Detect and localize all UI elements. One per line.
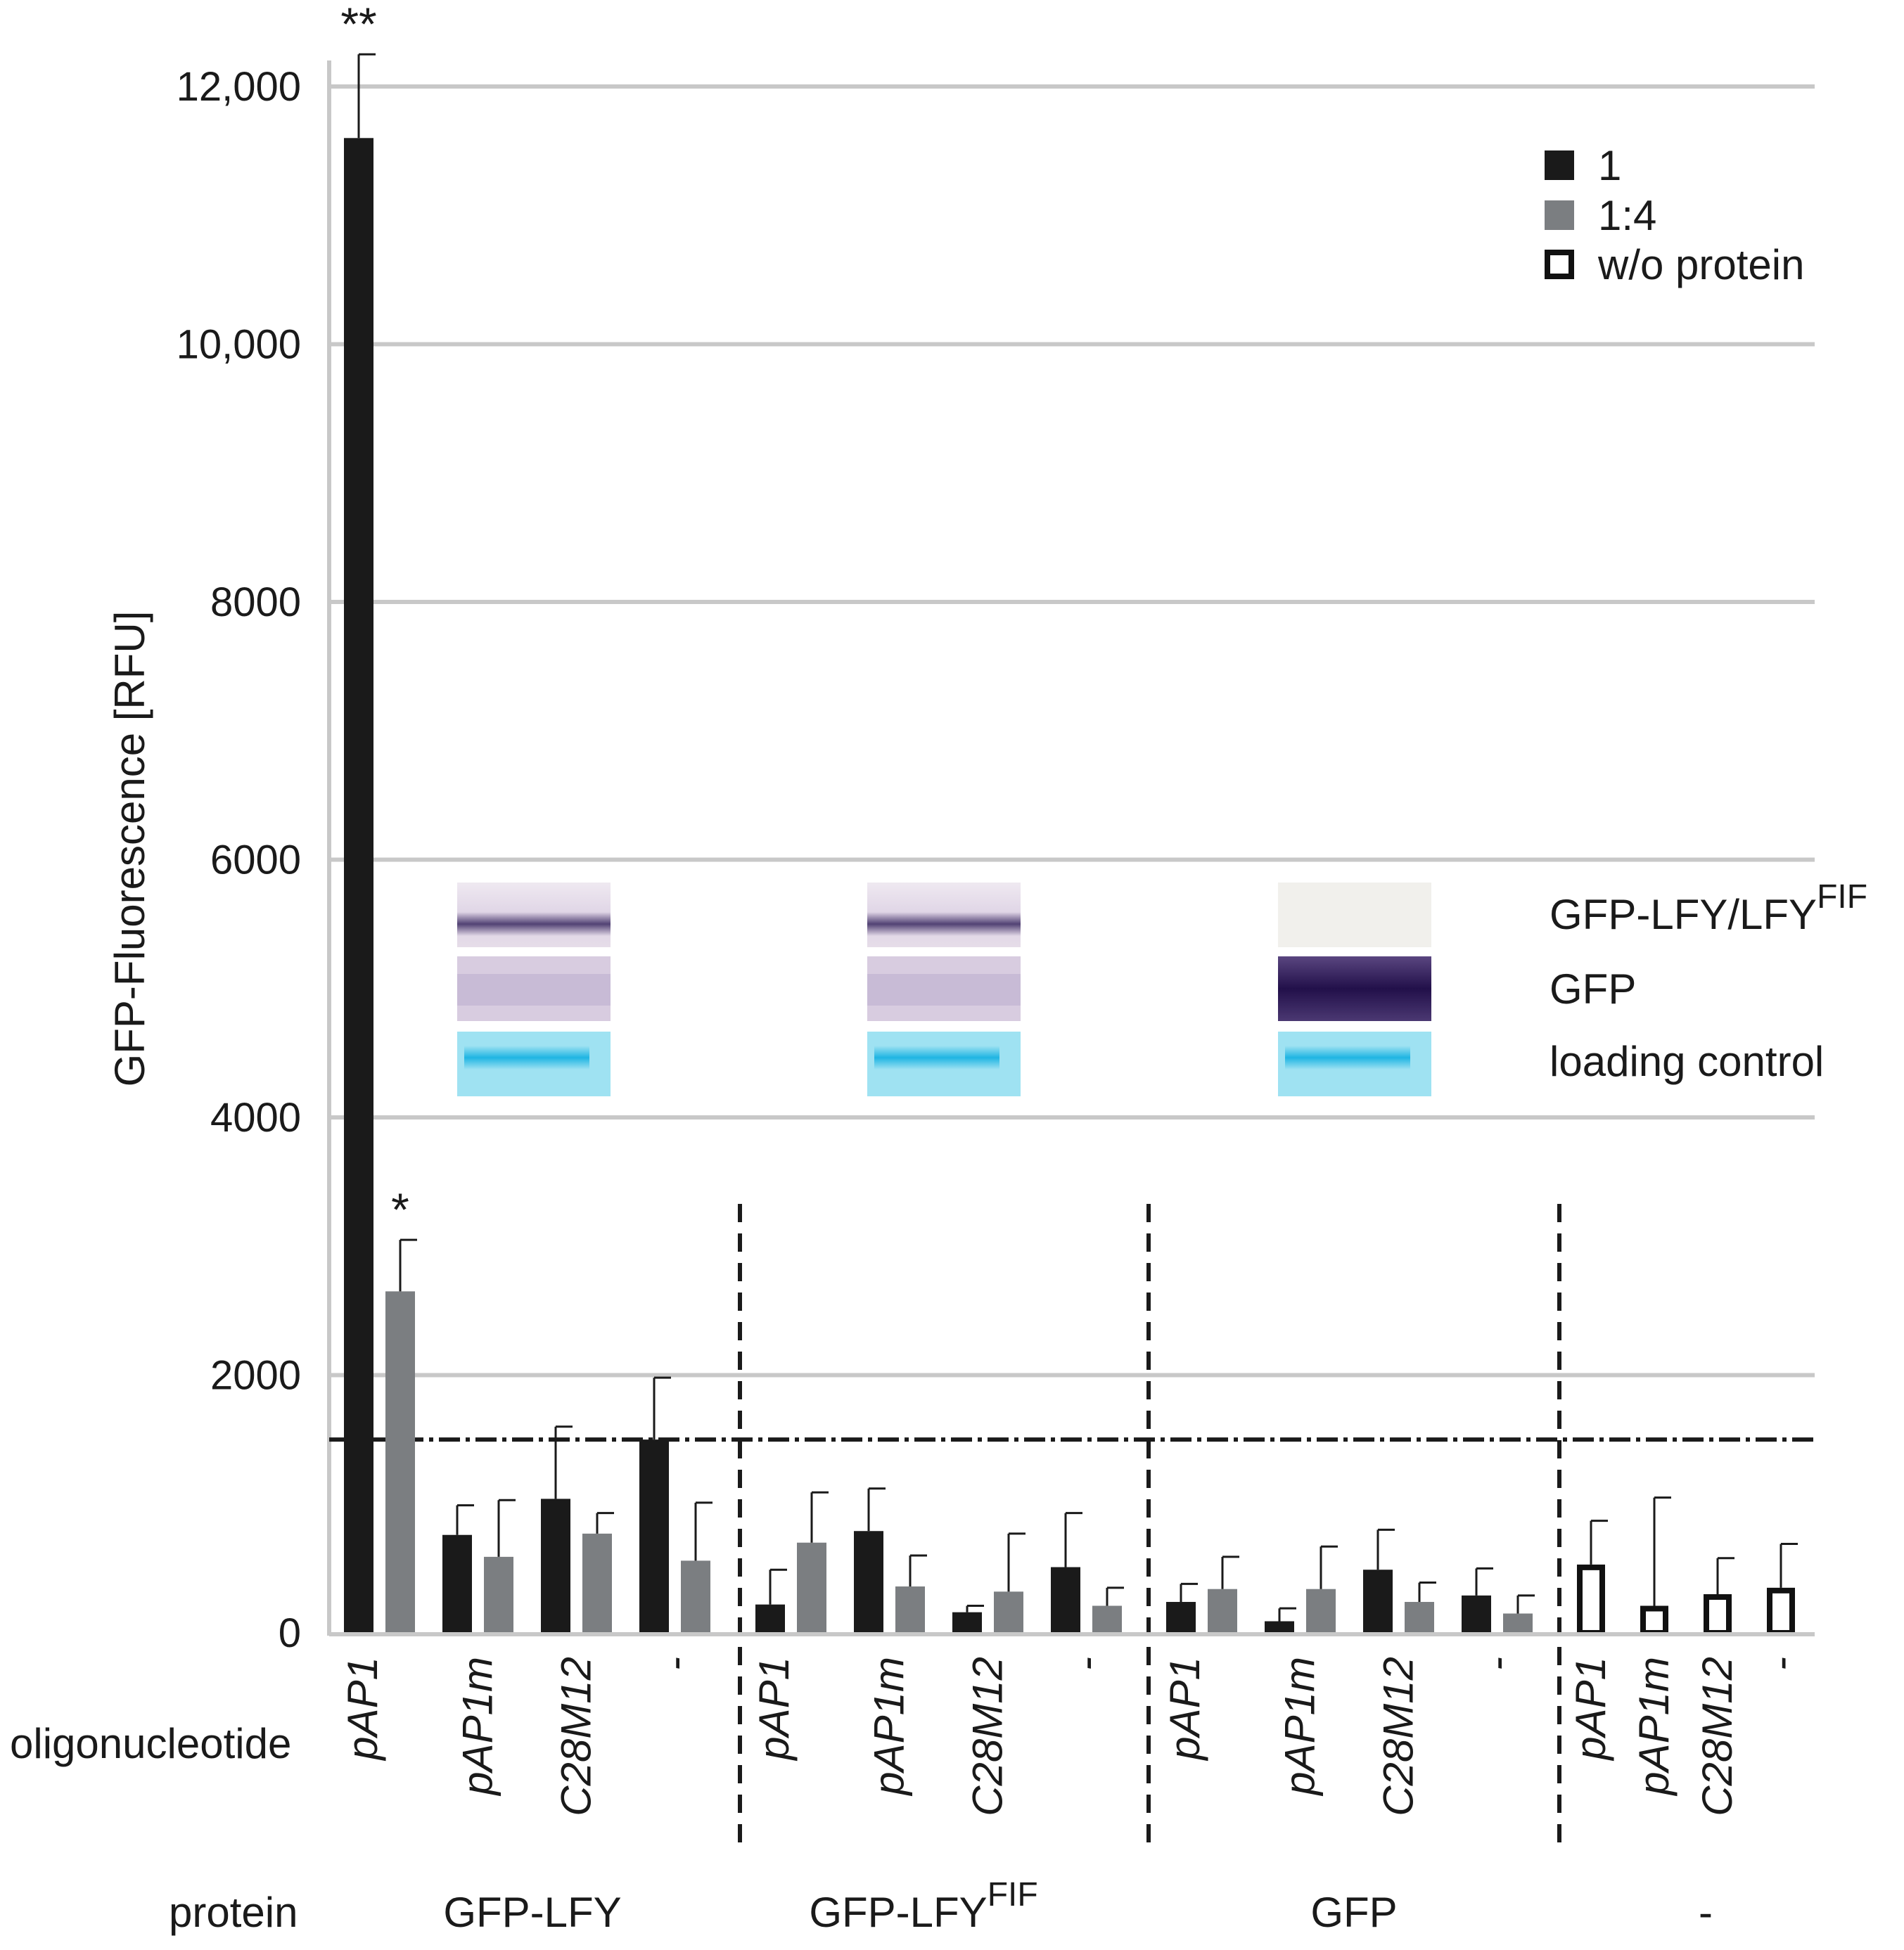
bar-dilution-1	[442, 1534, 472, 1633]
blot-row-label: GFP-LFY/LFYFIF	[1550, 878, 1867, 938]
oligonucleotide-row-label: oligonucleotide	[10, 1720, 291, 1767]
blot-band-faint	[457, 974, 611, 1006]
bar-dilution-1	[1051, 1567, 1080, 1633]
bar-without-protein	[1704, 1594, 1732, 1636]
protein-group-name: GFP-LFY	[443, 1889, 621, 1936]
bar-dilution-1-4	[797, 1542, 826, 1633]
bar-dilution-1-4	[994, 1591, 1023, 1633]
bar-dilution-1	[344, 138, 373, 1633]
legend-label: 1:4	[1598, 192, 1656, 239]
protein-group-label: GFP-LFY	[443, 1889, 621, 1936]
blot-row-label-text: GFP	[1550, 966, 1636, 1013]
y-tick-label: 12,000	[177, 64, 301, 110]
x-category-label: C28M12	[964, 1657, 1011, 1816]
bar-without-protein	[1640, 1605, 1668, 1636]
x-category-label: pAP1m	[1277, 1657, 1324, 1797]
y-tick-label: 0	[279, 1610, 301, 1656]
legend-label: 1	[1598, 142, 1621, 189]
loading-control-band	[464, 1046, 589, 1070]
y-tick-label: 2000	[210, 1353, 301, 1399]
bar-dilution-1	[854, 1531, 883, 1633]
blot-band	[867, 912, 1021, 936]
blot-band	[457, 912, 611, 936]
bar-without-protein	[1767, 1587, 1795, 1636]
blot-band-faint	[867, 974, 1021, 1006]
bar-dilution-1-4	[582, 1533, 612, 1633]
protein-group-label: GFP	[1310, 1889, 1397, 1936]
protein-group-name: -	[1699, 1889, 1713, 1936]
protein-group-name: GFP-LFY	[809, 1889, 987, 1936]
group-dividers	[738, 1204, 1561, 1842]
x-category-label: C28M12	[1375, 1657, 1422, 1816]
y-tick-label: 8000	[210, 579, 301, 625]
bar-dilution-1	[952, 1612, 982, 1633]
x-category-label: pAP1	[1161, 1657, 1208, 1762]
blot-row-label-text: GFP-LFY/LFY	[1550, 891, 1817, 938]
bar-dilution-1	[639, 1439, 669, 1633]
legend-swatch-open	[1545, 250, 1574, 279]
bar-dilution-1	[1265, 1621, 1294, 1633]
bar-dilution-1-4	[385, 1291, 415, 1633]
bar-dilution-1	[1462, 1595, 1491, 1633]
blot-row-label: GFP	[1550, 966, 1636, 1013]
x-category-label: -	[1474, 1657, 1521, 1671]
gridlines	[329, 84, 1815, 1378]
bar-dilution-1-4	[1405, 1602, 1434, 1633]
bar-dilution-1-4	[1503, 1613, 1533, 1633]
blot-row-label-text: loading control	[1550, 1038, 1824, 1085]
loading-control-band	[1285, 1046, 1410, 1070]
bar-dilution-1	[541, 1499, 570, 1633]
bar-dilution-1-4	[895, 1586, 925, 1633]
bar-dilution-1	[1166, 1602, 1196, 1633]
bar-dilution-1-4	[1092, 1605, 1122, 1633]
x-category-label: C28M12	[1694, 1657, 1741, 1816]
bar-dilution-1	[1363, 1570, 1393, 1633]
legend-label: w/o protein	[1597, 241, 1805, 288]
x-category-label: C28M12	[553, 1657, 600, 1816]
x-category-label: pAP1	[1567, 1657, 1614, 1762]
bar-dilution-1-4	[1306, 1589, 1336, 1633]
y-tick-label: 4000	[210, 1095, 301, 1141]
bar-without-protein	[1577, 1564, 1605, 1636]
protein-group-name: GFP	[1310, 1889, 1397, 1936]
significance-mark: **	[340, 0, 376, 50]
x-category-label: -	[1757, 1657, 1804, 1671]
x-category-labels: pAP1 pAP1m C28M12 - pAP1 pAP1m C28M12 - pAP1 pAP1…	[339, 1657, 1804, 1816]
y-axis-title: GFP-Fluorescence [RFU]	[106, 611, 153, 1087]
legend: 11:4w/o protein	[1545, 142, 1805, 288]
blot-band-strong	[1278, 956, 1431, 1021]
y-tick-label: 6000	[210, 838, 301, 883]
bar-dilution-1-4	[484, 1556, 513, 1633]
bars: ***	[340, 0, 1798, 1636]
bar-dilution-1-4	[681, 1560, 710, 1633]
x-category-label: -	[651, 1657, 698, 1671]
significance-mark: *	[391, 1184, 409, 1236]
blot-panel-blank	[1278, 883, 1431, 947]
x-category-label: pAP1m	[454, 1657, 501, 1797]
protein-group-labels: GFP-LFY GFP-LFYFIF GFP -	[443, 1876, 1713, 1936]
protein-group-label: GFP-LFYFIF	[809, 1876, 1037, 1936]
legend-swatch	[1545, 200, 1574, 230]
bar-dilution-1	[755, 1604, 785, 1633]
x-category-label: pAP1	[339, 1657, 386, 1762]
loading-control-band	[874, 1046, 999, 1070]
protein-group-label: -	[1699, 1889, 1713, 1936]
bar-dilution-1-4	[1208, 1589, 1237, 1633]
x-category-label: -	[1063, 1657, 1110, 1671]
protein-superscript: FIF	[988, 1876, 1038, 1913]
x-category-label: pAP1m	[866, 1657, 913, 1797]
y-tick-label: 10,000	[177, 322, 301, 368]
x-category-label: pAP1m	[1630, 1657, 1678, 1797]
protein-row-label: protein	[169, 1889, 298, 1936]
legend-swatch	[1545, 150, 1574, 180]
y-axis: 0 2000 4000 6000 8000 10,000 12,000	[177, 60, 331, 1656]
blot-row-label: loading control	[1550, 1038, 1824, 1085]
x-category-label: pAP1	[750, 1657, 798, 1762]
western-blot-inset: GFP-LFY/LFYFIF GFP loading control	[457, 878, 1867, 1096]
blot-row-label-superscript: FIF	[1817, 878, 1867, 916]
